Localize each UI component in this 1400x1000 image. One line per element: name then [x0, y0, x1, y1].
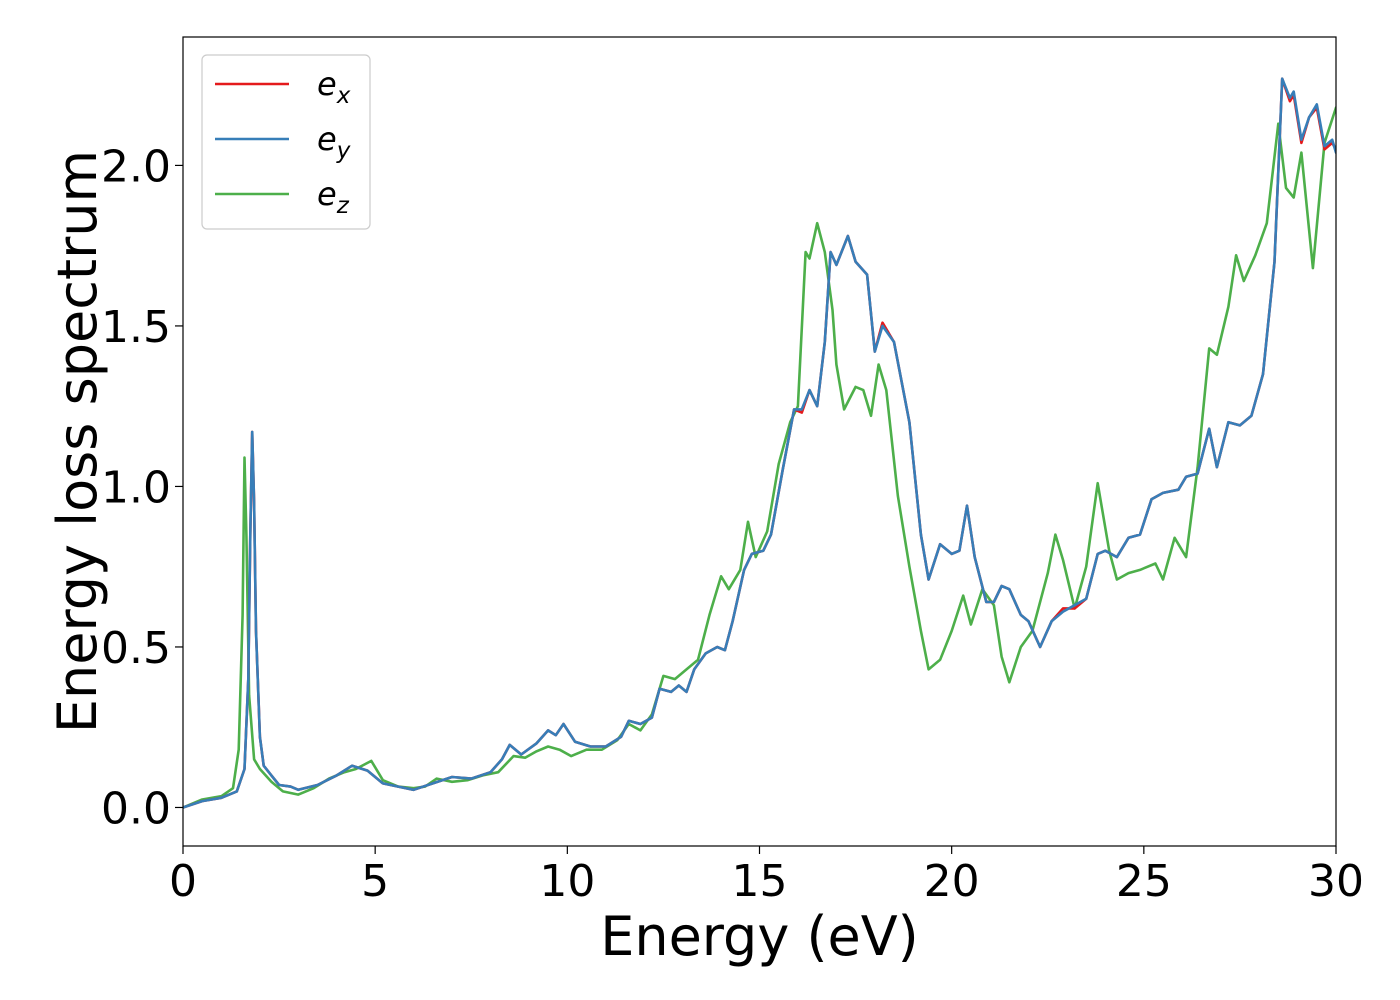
- legend-label-y: ey: [317, 120, 351, 164]
- y-tick-label: 1.0: [101, 462, 171, 513]
- legend: ex ey ez: [201, 54, 371, 230]
- y-tick-label: 0.5: [101, 623, 171, 674]
- legend-label-x: ex: [317, 65, 351, 109]
- x-tick-label: 20: [924, 856, 980, 907]
- y-tick-label: 2.0: [101, 141, 171, 192]
- legend-box: [201, 54, 371, 230]
- x-tick-label: 15: [732, 856, 788, 907]
- x-axis-ticks: 0 5 10 15 20 25 30: [169, 846, 1364, 907]
- plot-lines: [183, 77, 1336, 809]
- x-axis-label: Energy (eV): [600, 905, 919, 968]
- x-tick-label: 25: [1116, 856, 1172, 907]
- legend-label-z: ez: [317, 175, 350, 219]
- series-line-ez: [183, 106, 1336, 809]
- x-tick-label: 0: [169, 856, 197, 907]
- series-line-ey: [183, 77, 1336, 809]
- x-tick-label: 30: [1308, 856, 1364, 907]
- y-tick-label: 1.5: [101, 302, 171, 353]
- y-axis-ticks: 0.0 0.5 1.0 1.5 2.0: [101, 141, 183, 834]
- x-tick-label: 5: [361, 856, 389, 907]
- y-tick-label: 0.0: [101, 783, 171, 834]
- y-axis-label: Energy loss spectrum: [46, 150, 109, 733]
- x-tick-label: 10: [539, 856, 595, 907]
